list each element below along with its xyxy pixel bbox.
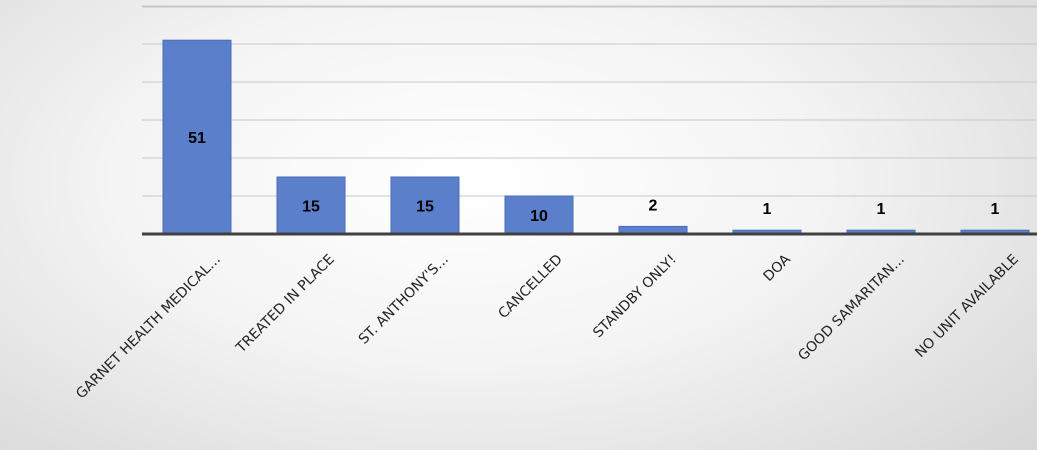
category-tick-label: GOOD SAMARITAN... — [795, 252, 908, 365]
data-label: 51 — [188, 130, 206, 147]
bar — [504, 195, 574, 235]
category-tick-label: STANDBY ONLY! — [590, 252, 680, 342]
category-tick-label: CANCELLED — [495, 252, 565, 322]
category-tick-label: GARNET HEALTH MEDICAL... — [73, 252, 224, 403]
bars — [162, 39, 1030, 235]
data-label: 1 — [763, 201, 772, 218]
data-label: 10 — [530, 208, 548, 225]
data-label: 1 — [877, 201, 886, 218]
category-tick-labels: GARNET HEALTH MEDICAL... TREATED IN PLACE… — [73, 251, 1022, 402]
category-tick-label: NO UNIT AVAILABLE — [912, 252, 1021, 361]
bar — [276, 176, 346, 235]
data-label: 1 — [991, 201, 1000, 218]
data-label: 2 — [649, 197, 658, 214]
data-label: 15 — [416, 199, 434, 216]
gridlines — [142, 5, 1037, 197]
data-labels: 51 15 15 10 2 1 1 1 — [188, 130, 999, 225]
category-tick-label: DOA — [760, 251, 794, 285]
category-tick-label: ST. ANTHONY'S... — [356, 252, 452, 348]
data-label: 15 — [302, 199, 320, 216]
bar — [390, 176, 460, 235]
category-tick-label: TREATED IN PLACE — [233, 252, 338, 357]
